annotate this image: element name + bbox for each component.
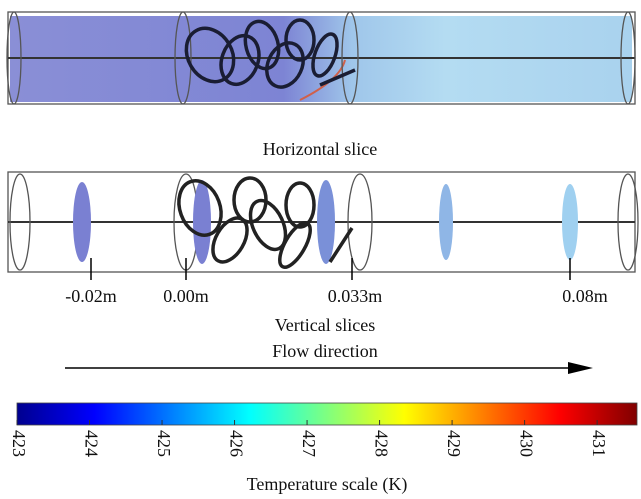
cylinder-ring [174,11,192,105]
colorbar-tick-label: 428 [371,430,391,457]
slice [317,180,335,264]
flow-arrowhead [568,362,593,374]
colorbar-tick-label: 430 [516,430,536,457]
slice [439,184,453,260]
slice [73,182,91,262]
slice [562,184,578,260]
cylinder-end [6,11,22,105]
cylinder-end [620,11,636,105]
coils [184,18,356,89]
vertical-slice-view [7,171,639,280]
colorbar-label: Temperature scale (K) [247,474,408,495]
slice-position: 0.00m [163,286,209,306]
colorbar-tick-label: 423 [9,430,29,457]
colorbar-tick-label: 424 [81,430,101,457]
slice-position: 0.033m [328,286,383,306]
horizontal-caption: Horizontal slice [263,139,377,159]
cylinder-end [617,173,639,271]
slice [193,180,211,264]
horizontal-slice-view [6,11,636,105]
cylinder-end [9,173,31,271]
colorbar-tick-label: 425 [154,430,174,457]
colorbar-tick-label: 431 [589,430,609,457]
flow-label: Flow direction [272,341,378,361]
vertical-caption: Vertical slices [275,315,375,335]
colorbar-tick-label: 426 [226,430,246,457]
colorbar-tick-label: 429 [444,430,464,457]
colorbar-tick-label: 427 [299,430,319,457]
coils [177,176,354,269]
slice-position: -0.02m [65,286,117,306]
cylinder-ring [347,173,373,271]
slice-position: 0.08m [562,286,608,306]
colorbar [16,402,638,426]
cylinder-ring [341,11,359,105]
